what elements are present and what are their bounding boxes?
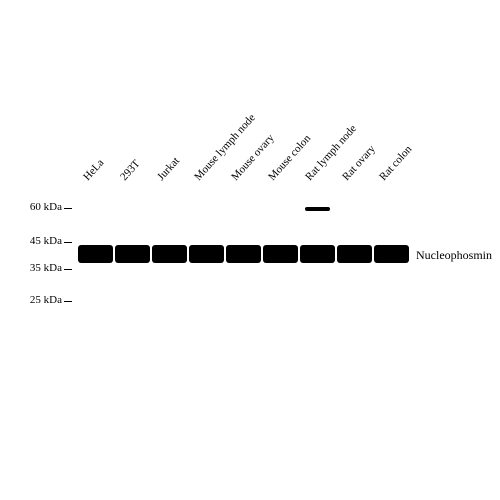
marker-tick-45: [64, 242, 72, 243]
lane-label-0: HeLa: [81, 157, 106, 183]
marker-label-45: 45 kDa: [22, 235, 62, 247]
marker-tick-60: [64, 208, 72, 209]
lane-label-1: 293T: [118, 158, 142, 183]
lane-label-3: Mouse lymph node: [192, 112, 258, 183]
marker-tick-35: [64, 269, 72, 270]
lane-label-7: Rat ovary: [340, 143, 378, 183]
western-blot: 60 kDa 45 kDa 35 kDa 25 kDa HeLa 293T Ju…: [0, 0, 500, 500]
extra-band-lane-6: [305, 207, 330, 211]
marker-label-60: 60 kDa: [22, 201, 62, 213]
band-lane-5: [263, 245, 298, 263]
lane-label-2: Jurkat: [155, 155, 182, 183]
marker-label-25: 25 kDa: [22, 294, 62, 306]
marker-tick-25: [64, 301, 72, 302]
marker-label-35: 35 kDa: [22, 262, 62, 274]
protein-label: Nucleophosmin: [416, 248, 492, 263]
band-lane-3: [189, 245, 224, 263]
band-lane-2: [152, 245, 187, 263]
lane-label-8: Rat colon: [377, 143, 414, 183]
band-lane-4: [226, 245, 261, 263]
band-lane-1: [115, 245, 150, 263]
band-lane-8: [374, 245, 409, 263]
band-lane-7: [337, 245, 372, 263]
band-lane-0: [78, 245, 113, 263]
band-lane-6: [300, 245, 335, 263]
